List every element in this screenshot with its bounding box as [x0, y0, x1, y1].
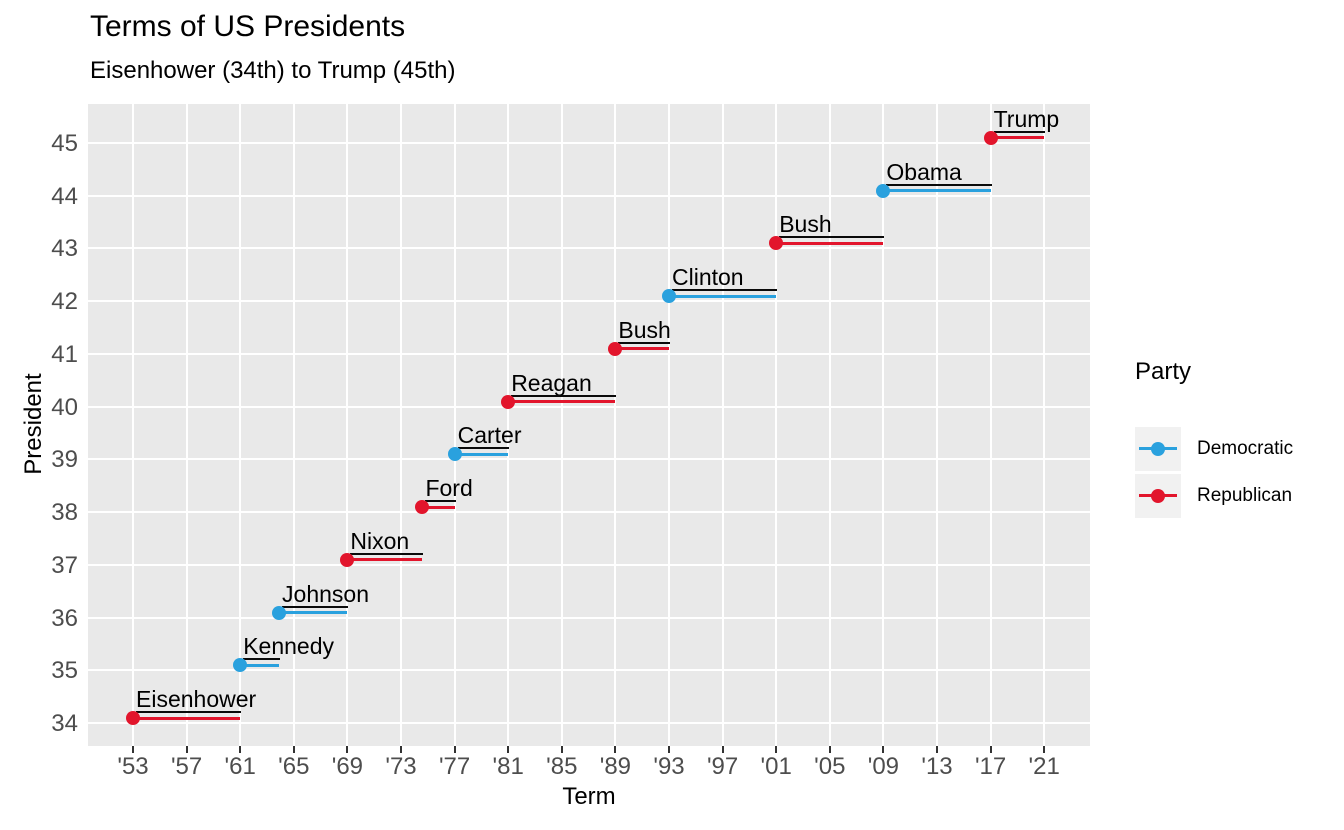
x-tick-mark	[614, 746, 617, 753]
x-tick-label: '57	[170, 753, 203, 780]
x-tick-label: '05	[814, 753, 846, 780]
chart-subtitle: Eisenhower (34th) to Trump (45th)	[90, 57, 456, 84]
x-tick-mark	[668, 746, 670, 753]
legend: Party Democratic Republican	[1135, 358, 1293, 518]
x-tick-mark	[882, 746, 885, 753]
x-tick-label: '93	[653, 753, 685, 780]
x-tick-label: '97	[706, 753, 739, 780]
x-tick-label: '81	[492, 753, 524, 780]
x-tick-mark	[775, 746, 778, 753]
x-tick-label: '53	[117, 753, 149, 780]
x-axis-title: Term	[562, 783, 616, 810]
chart-title: Terms of US Presidents	[90, 10, 406, 43]
x-tick-mark	[292, 746, 295, 753]
legend-key-democratic	[1135, 427, 1181, 471]
y-tick-label: 37	[51, 551, 78, 579]
y-axis-title: President	[20, 373, 47, 475]
x-tick-mark	[453, 746, 456, 753]
legend-key-dot	[1151, 489, 1165, 503]
y-tick-label: 43	[51, 235, 78, 263]
y-tick-label: 36	[51, 604, 78, 632]
x-tick-label: '85	[546, 753, 578, 780]
x-tick-label: '69	[331, 753, 364, 780]
legend-label-democratic: Democratic	[1197, 438, 1294, 459]
legend-key-republican	[1135, 474, 1181, 518]
x-tick-mark	[1043, 746, 1046, 753]
plot-panel	[88, 104, 1090, 746]
x-tick-mark	[185, 746, 188, 753]
x-tick-mark	[936, 746, 938, 753]
y-tick-label: 35	[51, 657, 78, 685]
legend-key-dot	[1151, 442, 1165, 456]
x-tick-mark	[132, 746, 134, 753]
x-tick-mark	[560, 746, 563, 753]
x-tick-mark	[721, 746, 724, 753]
x-tick-label: '17	[974, 753, 1007, 780]
x-tick-mark	[400, 746, 402, 753]
x-tick-label: '21	[1028, 753, 1060, 780]
x-tick-label: '77	[438, 753, 471, 780]
x-tick-label: '13	[921, 753, 953, 780]
y-tick-label: 34	[51, 710, 78, 737]
x-tick-label: '61	[224, 753, 256, 780]
x-tick-label: '65	[278, 753, 310, 780]
x-tick-mark	[507, 746, 510, 753]
x-tick-label: '01	[760, 753, 792, 780]
x-tick-mark	[346, 746, 349, 753]
y-tick-label: 44	[51, 182, 78, 210]
x-tick-label: '89	[599, 753, 632, 780]
x-tick-label: '73	[385, 753, 417, 780]
legend-label-republican: Republican	[1197, 485, 1293, 506]
x-tick-mark	[989, 746, 992, 753]
y-tick-label: 45	[51, 129, 78, 157]
x-tick-label: '09	[867, 753, 900, 780]
legend-title: Party	[1135, 358, 1192, 385]
x-tick-mark	[828, 746, 831, 753]
x-tick-mark	[239, 746, 242, 753]
y-tick-label: 42	[51, 288, 78, 316]
